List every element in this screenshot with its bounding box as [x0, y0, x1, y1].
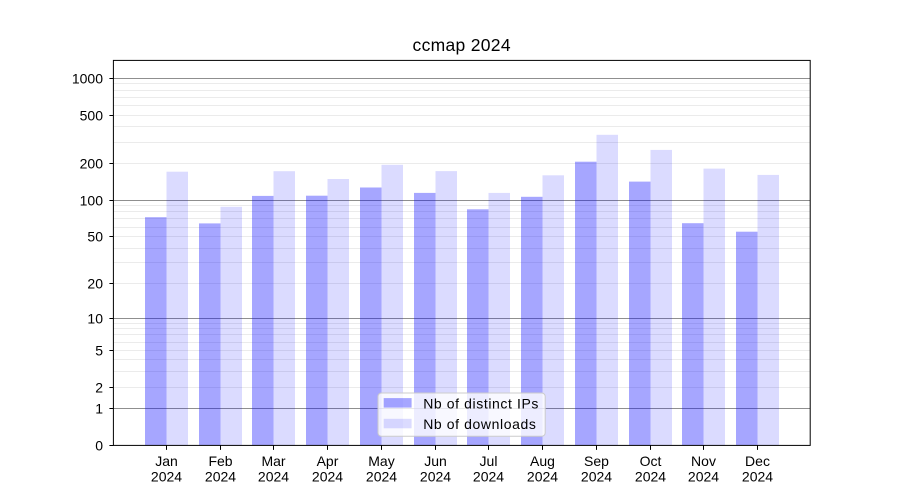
- svg-text:Oct: Oct: [640, 453, 662, 469]
- svg-text:2024: 2024: [688, 468, 719, 484]
- svg-text:2024: 2024: [205, 468, 236, 484]
- svg-text:100: 100: [80, 193, 104, 209]
- svg-text:Feb: Feb: [208, 453, 232, 469]
- svg-text:10: 10: [87, 311, 103, 327]
- svg-text:2024: 2024: [258, 468, 289, 484]
- svg-text:Jan: Jan: [155, 453, 178, 469]
- svg-text:Nov: Nov: [691, 453, 716, 469]
- svg-text:0: 0: [95, 438, 103, 454]
- svg-text:5: 5: [95, 343, 103, 359]
- svg-text:Apr: Apr: [317, 453, 339, 469]
- svg-text:ccmap 2024: ccmap 2024: [413, 35, 511, 55]
- svg-text:2024: 2024: [635, 468, 666, 484]
- svg-text:2024: 2024: [366, 468, 397, 484]
- svg-text:Jun: Jun: [424, 453, 447, 469]
- svg-text:Jul: Jul: [480, 453, 498, 469]
- svg-text:2024: 2024: [420, 468, 451, 484]
- svg-text:Nb of downloads: Nb of downloads: [423, 416, 536, 432]
- svg-text:2024: 2024: [151, 468, 182, 484]
- svg-text:Nb of distinct IPs: Nb of distinct IPs: [423, 395, 539, 411]
- svg-text:Aug: Aug: [530, 453, 555, 469]
- svg-text:1: 1: [95, 401, 103, 417]
- svg-text:2024: 2024: [312, 468, 343, 484]
- svg-text:1000: 1000: [72, 71, 103, 87]
- svg-text:2: 2: [95, 380, 103, 396]
- svg-text:500: 500: [80, 108, 104, 124]
- svg-text:May: May: [368, 453, 394, 469]
- svg-text:2024: 2024: [473, 468, 504, 484]
- svg-text:200: 200: [80, 156, 104, 172]
- svg-text:2024: 2024: [527, 468, 558, 484]
- svg-text:2024: 2024: [742, 468, 773, 484]
- svg-text:2024: 2024: [581, 468, 612, 484]
- svg-text:20: 20: [87, 276, 103, 292]
- svg-text:Sep: Sep: [584, 453, 609, 469]
- svg-text:Mar: Mar: [261, 453, 285, 469]
- svg-text:50: 50: [87, 229, 103, 245]
- svg-text:Dec: Dec: [745, 453, 770, 469]
